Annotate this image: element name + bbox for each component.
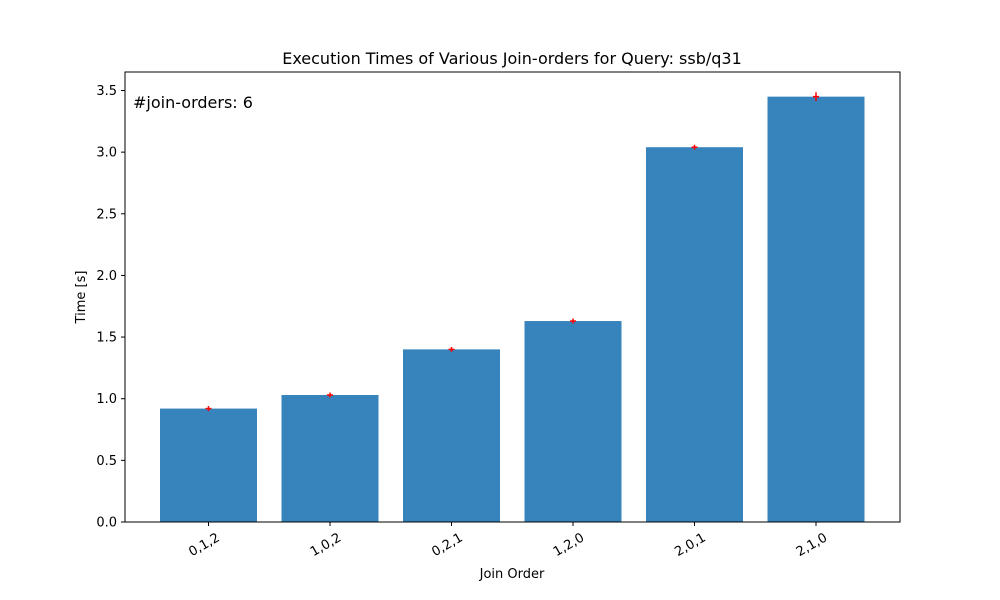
y-tick-label: 2.5 bbox=[96, 207, 117, 222]
bar-1-2-0 bbox=[524, 321, 622, 522]
y-axis: 0.0 0.5 1.0 1.5 2.0 2.5 3.0 3.5 bbox=[96, 84, 125, 531]
error-bars-group bbox=[205, 92, 819, 412]
bar-2-0-1 bbox=[646, 147, 743, 522]
error-bar-0-1-2 bbox=[205, 406, 212, 412]
y-axis-label: Time [s] bbox=[74, 271, 89, 325]
error-bar-1-2-0 bbox=[570, 318, 576, 324]
x-tick-label: 2,0,1 bbox=[672, 530, 708, 560]
y-tick-label: 1.5 bbox=[96, 331, 117, 346]
y-tick-label: 3.0 bbox=[96, 146, 117, 161]
plot-frame bbox=[124, 71, 901, 523]
join-orders-count-annotation: #join-orders: 6 bbox=[133, 93, 253, 112]
x-tick-label: 2,1,0 bbox=[794, 530, 830, 560]
error-bar-2-0-1 bbox=[691, 144, 698, 150]
bar-0-2-1 bbox=[403, 349, 500, 522]
y-tick-label: 2.0 bbox=[96, 269, 117, 284]
y-tick-label: 0.5 bbox=[96, 454, 117, 469]
error-bar-0-2-1 bbox=[448, 346, 455, 352]
y-tick-label: 1.0 bbox=[96, 392, 117, 407]
bar-1-0-2 bbox=[281, 395, 379, 522]
x-tick-label: 0,2,1 bbox=[429, 530, 465, 560]
bars-group bbox=[160, 96, 865, 522]
y-tick-label: 3.5 bbox=[96, 84, 117, 99]
x-tick-label: 1,2,0 bbox=[551, 530, 587, 560]
error-bar-2-1-0 bbox=[813, 92, 819, 101]
bar-0-1-2 bbox=[160, 408, 257, 522]
bar-2-1-0 bbox=[767, 96, 865, 522]
y-tick-label: 0.0 bbox=[96, 516, 117, 531]
error-bar-1-0-2 bbox=[327, 392, 333, 398]
chart-title: Execution Times of Various Join-orders f… bbox=[282, 49, 742, 68]
x-tick-label: 1,0,2 bbox=[308, 530, 344, 560]
x-axis-label: Join Order bbox=[479, 567, 545, 582]
x-tick-label: 0,1,2 bbox=[186, 530, 222, 560]
x-axis: 0,1,2 1,0,2 0,2,1 1,2,0 2,0,1 2,1,0 bbox=[186, 522, 830, 560]
